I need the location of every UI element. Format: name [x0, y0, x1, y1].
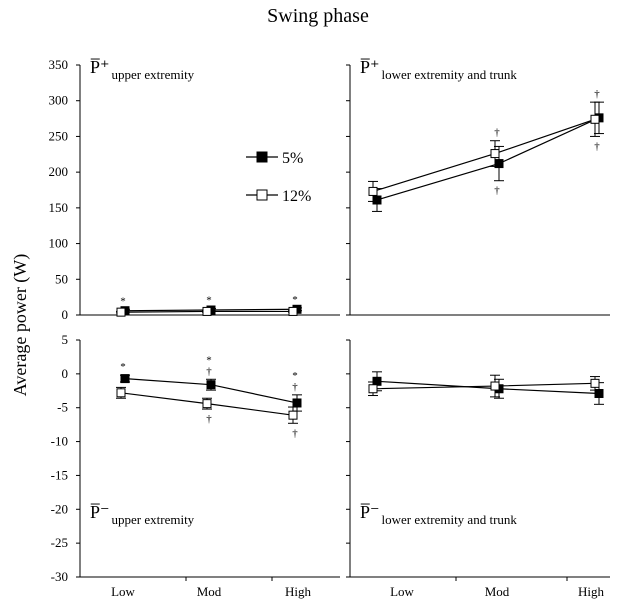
y-tick-label: -10 — [51, 434, 68, 449]
data-point-open — [288, 410, 298, 420]
data-point-open — [368, 384, 378, 394]
significance-marker: † — [594, 140, 600, 152]
panel-label: P̅⁻ lower extremity and trunk — [360, 502, 517, 527]
significance-marker: † — [494, 185, 500, 197]
y-tick-label: 5 — [62, 332, 69, 347]
data-point-filled — [594, 388, 604, 398]
legend-marker-open — [256, 189, 268, 201]
significance-marker: † — [206, 413, 212, 425]
x-tick-label: Low — [111, 584, 135, 599]
legend-label: 12% — [282, 188, 311, 205]
data-point-filled — [372, 195, 382, 205]
data-point-open — [490, 149, 500, 159]
y-tick-label: -5 — [57, 400, 68, 415]
panel-label: P̅⁻ upper extremity — [90, 502, 195, 527]
panel-label-main: P̅⁻ — [360, 502, 380, 522]
data-point-filled — [494, 159, 504, 169]
significance-marker: * — [206, 354, 212, 366]
panel-label-main: P̅⁻ — [90, 502, 110, 522]
y-tick-label: 50 — [55, 271, 68, 286]
y-tick-label: 300 — [49, 93, 69, 108]
data-point-open — [202, 399, 212, 409]
panel-top-left: 0 50 100 150 200 250 300 350 P̅⁺ upper extremity *… — [49, 57, 340, 322]
y-tick-label: 100 — [49, 236, 69, 251]
y-tick-label: 0 — [62, 366, 69, 381]
significance-marker: † — [292, 427, 298, 439]
panel-label-sub: lower extremity and trunk — [382, 512, 518, 527]
data-point-open — [590, 378, 600, 388]
panel-top-right: P̅⁺ lower extremity and trunk † † † † — [346, 57, 610, 316]
data-point-filled — [372, 376, 382, 386]
data-point-open — [288, 306, 298, 316]
panel-bottom-right: Low Mod High P̅⁻ lower extremity and trunk — [346, 339, 610, 599]
significance-marker: * — [120, 295, 126, 307]
significance-marker: † — [594, 88, 600, 100]
x-tick-label: High — [285, 584, 312, 599]
panel-label-main: P̅⁺ — [90, 57, 110, 77]
y-tick-label: -20 — [51, 501, 68, 516]
legend-label: 5% — [282, 150, 303, 167]
data-point-open — [490, 381, 500, 391]
data-point-open — [368, 186, 378, 196]
y-tick-label: 200 — [49, 164, 69, 179]
x-tick-label: Low — [390, 584, 414, 599]
x-tick-label: Mod — [197, 584, 222, 599]
significance-marker: † — [494, 127, 500, 139]
y-tick-label: -15 — [51, 467, 68, 482]
data-point-filled — [292, 398, 302, 408]
panel-label-main: P̅⁺ — [360, 57, 380, 77]
panel-label-sub: upper extremity — [112, 512, 195, 527]
significance-marker: † — [292, 381, 298, 393]
figure-title: Swing phase — [267, 5, 369, 27]
legend-marker-filled — [256, 151, 268, 163]
data-point-filled — [120, 374, 130, 384]
x-tick-label: High — [578, 584, 605, 599]
significance-marker: * — [292, 294, 298, 306]
y-tick-label: -30 — [51, 569, 68, 584]
significance-marker: * — [206, 295, 212, 307]
panel-label: P̅⁺ lower extremity and trunk — [360, 57, 517, 82]
series-line — [376, 117, 600, 201]
data-point-open — [202, 306, 212, 316]
x-tick-label: Mod — [485, 584, 510, 599]
panel-label-sub: lower extremity and trunk — [382, 67, 518, 82]
data-point-open — [116, 307, 126, 317]
panel-label: P̅⁺ upper extremity — [90, 57, 195, 82]
legend: 5% 12% — [246, 150, 311, 205]
y-axis-label: Average power (W) — [10, 254, 31, 397]
significance-marker: * — [120, 361, 126, 373]
significance-marker: † — [206, 365, 212, 377]
y-tick-label: 150 — [49, 200, 69, 215]
y-tick-label: 350 — [49, 57, 69, 72]
data-point-open — [590, 114, 600, 124]
data-point-open — [116, 388, 126, 398]
series-line — [372, 118, 596, 193]
y-tick-label: 250 — [49, 128, 69, 143]
panel-label-sub: upper extremity — [112, 67, 195, 82]
y-tick-label: 0 — [62, 307, 69, 322]
y-tick-label: -25 — [51, 535, 68, 550]
panel-bottom-left: 5 0 -5 -10 -15 -20 -25 -30 Low Mod High P̅⁻ upper ex… — [51, 332, 340, 599]
significance-marker: * — [292, 370, 298, 382]
data-point-filled — [206, 380, 216, 390]
